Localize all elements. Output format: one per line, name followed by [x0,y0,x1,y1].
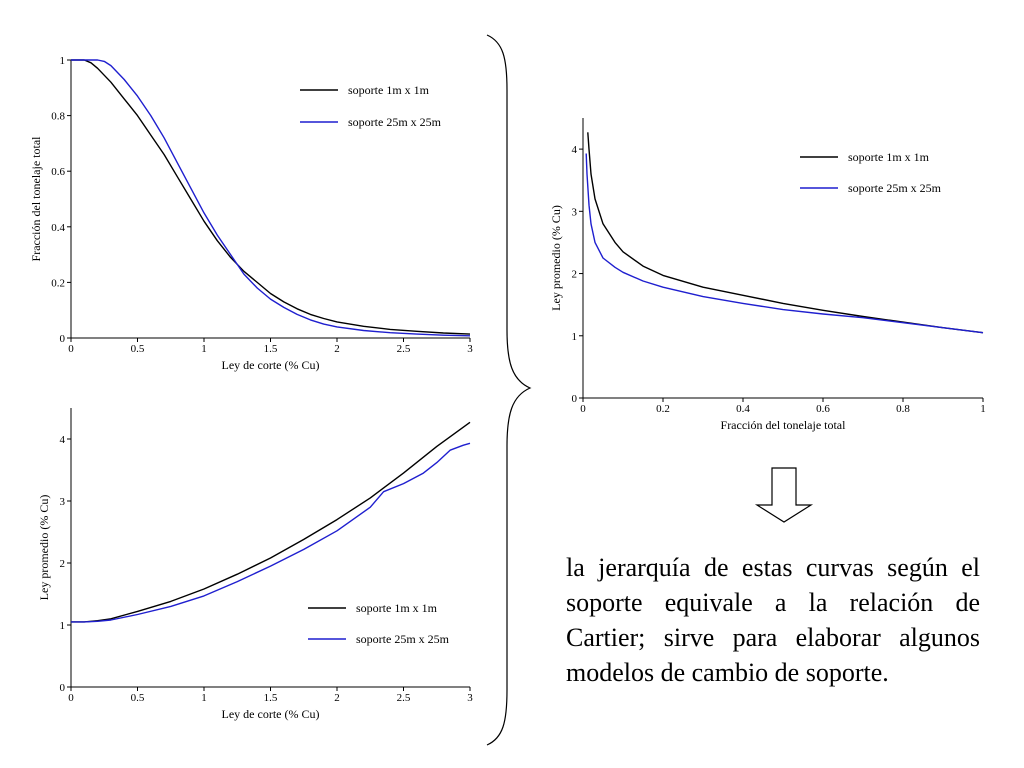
y-axis-label: Ley promedio (% Cu) [549,205,563,311]
series-line-1 [71,421,471,623]
legend-label: soporte 25m x 25m [348,115,442,129]
y-tick-label: 2 [572,269,578,281]
legend-label: soporte 1m x 1m [356,601,438,615]
y-axis-label: Fracción del tonelaje total [29,136,43,262]
series-line-2 [71,442,471,623]
x-tick-label: 0.5 [131,692,145,704]
x-tick-label: 1.5 [264,692,278,704]
x-tick-label: 1.5 [264,343,278,355]
y-tick-label: 0 [60,682,66,694]
x-tick-label: 2.5 [397,343,411,355]
x-tick-label: 0.2 [656,403,670,415]
down-arrow-icon [754,467,814,523]
x-axis-label: Fracción del tonelaje total [721,418,847,432]
chart-grade-vs-tonnage: 0 0.2 0.4 0.6 0.8 1 0 1 2 3 4 Fracción del tonelaje… [549,118,986,432]
x-tick-label: 3 [467,692,473,704]
y-tick-label: 3 [572,206,578,218]
x-tick-label: 1 [201,692,207,704]
x-tick-label: 1 [980,403,986,415]
chart-grade-vs-cutoff: 0 0.5 1 1.5 2 2.5 3 0 1 2 3 4 Ley de corte (% Cu) Ley… [37,408,473,721]
x-tick-label: 3 [467,343,473,355]
y-tick-label: 0.2 [51,277,65,289]
x-tick-label: 2.5 [397,692,411,704]
x-axis-label: Ley de corte (% Cu) [222,707,320,721]
y-tick-label: 1 [60,620,66,632]
y-tick-label: 2 [60,558,66,570]
y-tick-label: 4 [572,144,578,156]
x-axis-label: Ley de corte (% Cu) [222,358,320,372]
y-tick-label: 0 [60,333,66,345]
y-tick-label: 4 [60,434,66,446]
y-tick-label: 0.4 [51,222,65,234]
legend-label: soporte 25m x 25m [848,181,942,195]
legend-label: soporte 1m x 1m [848,150,930,164]
right-curly-brace-icon [486,34,532,746]
x-tick-label: 0.5 [131,343,145,355]
x-tick-label: 0.4 [736,403,750,415]
series-line-2 [585,153,984,334]
x-tick-label: 0 [580,403,586,415]
series-line-1 [587,132,984,334]
x-tick-label: 2 [334,343,340,355]
caption-text: la jerarquía de estas curvas según el so… [566,553,980,687]
x-tick-label: 0.8 [896,403,910,415]
series-line-1 [71,59,471,335]
legend-label: soporte 1m x 1m [348,83,430,97]
x-tick-label: 0 [68,692,74,704]
y-tick-label: 1 [60,55,66,67]
x-tick-label: 0 [68,343,74,355]
chart-tonnage-vs-cutoff: 0 0.5 1 1.5 2 2.5 3 0 0.2 0.4 0.6 0.8 1 Ley de corte … [29,55,473,372]
x-tick-label: 0.6 [816,403,830,415]
y-tick-label: 0.8 [51,111,65,123]
y-tick-label: 3 [60,496,66,508]
series-line-2 [71,59,471,337]
x-tick-label: 1 [201,343,207,355]
x-tick-label: 2 [334,692,340,704]
legend-label: soporte 25m x 25m [356,632,450,646]
y-tick-label: 0 [572,393,578,405]
y-axis-label: Ley promedio (% Cu) [37,495,51,601]
y-tick-label: 1 [572,331,578,343]
y-tick-label: 0.6 [51,166,65,178]
